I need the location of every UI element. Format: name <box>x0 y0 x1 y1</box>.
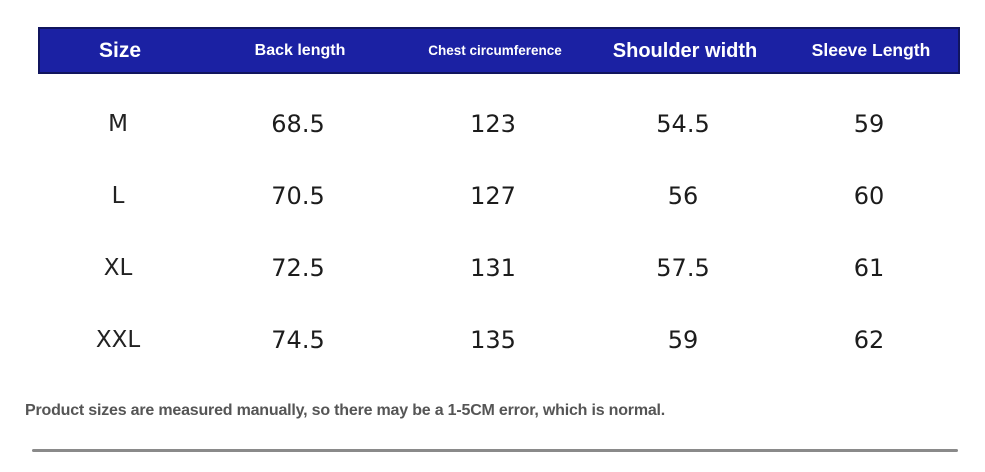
table-row-m: M 68.5 123 54.5 59 <box>38 88 960 160</box>
chest-circumference-cell: 131 <box>470 254 516 282</box>
table-row-l: L 70.5 127 56 60 <box>38 160 960 232</box>
table-body: M 68.5 123 54.5 59 L 70.5 127 56 60 XL 7… <box>38 88 960 376</box>
table-row-xl: XL 72.5 131 57.5 61 <box>38 232 960 304</box>
size-cell: L <box>111 183 125 209</box>
shoulder-width-cell: 57.5 <box>656 254 710 282</box>
shoulder-width-cell: 56 <box>667 182 699 210</box>
back-length-cell: 72.5 <box>271 254 325 282</box>
size-cell: XXL <box>95 327 141 353</box>
back-length-cell: 74.5 <box>271 326 325 354</box>
table-row-xxl: XXL 74.5 135 59 62 <box>38 304 960 376</box>
sleeve-length-cell: 62 <box>853 326 885 354</box>
bottom-divider-line <box>32 449 958 452</box>
chest-circumference-cell: 123 <box>470 110 516 138</box>
column-header-sleeve-length: Sleeve Length <box>811 39 931 60</box>
sleeve-length-cell: 60 <box>853 182 885 210</box>
size-cell: XL <box>103 255 133 281</box>
back-length-cell: 70.5 <box>271 182 325 210</box>
chest-circumference-cell: 127 <box>470 182 516 210</box>
shoulder-width-cell: 59 <box>667 326 699 354</box>
sleeve-length-cell: 61 <box>853 254 885 282</box>
back-length-cell: 68.5 <box>271 110 325 138</box>
column-header-chest-circumference: Chest circumference <box>428 42 562 58</box>
chest-circumference-cell: 135 <box>470 326 516 354</box>
sleeve-length-cell: 59 <box>853 110 885 138</box>
shoulder-width-cell: 54.5 <box>656 110 710 138</box>
size-cell: M <box>108 111 128 137</box>
table-header-row: Size Back length Chest circumference Sho… <box>38 27 960 74</box>
column-header-shoulder-width: Shoulder width <box>612 39 758 62</box>
measurement-disclaimer-note: Product sizes are measured manually, so … <box>25 402 666 419</box>
column-header-size: Size <box>98 39 142 62</box>
column-header-back-length: Back length <box>254 41 346 59</box>
